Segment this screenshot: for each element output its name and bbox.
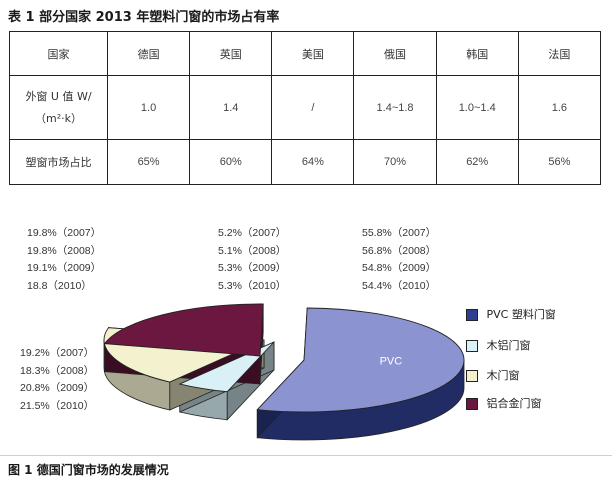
aluminum-stats: 19.2%（2007） 18.3%（2008） 20.8%（2009） 21.5… xyxy=(20,345,94,415)
u-value-cell: / xyxy=(271,75,355,140)
stat-line: 56.8%（2008） xyxy=(362,244,437,257)
stat-line: 19.8%（2008） xyxy=(27,244,102,257)
legend-item-aluminum: 铝合金门窗 xyxy=(466,397,542,411)
legend-swatch xyxy=(466,398,478,410)
pvc-stats: 55.8%（2007） 56.8%（2008） 54.8%（2009） 54.4… xyxy=(362,225,436,295)
u-value-cell: 1.0~1.4 xyxy=(435,75,519,140)
pie-slice-aluminum xyxy=(103,303,264,357)
u-value-row: 外窗 U 值 W/ （m²·k） 1.0 1.4 / 1.4~1.8 1.0~1… xyxy=(9,75,602,140)
u-value-cell: 1.6 xyxy=(517,75,602,140)
share-cell: 62% xyxy=(435,139,519,185)
u-value-label-line2: （m²·k） xyxy=(35,111,82,125)
stat-line: 5.1%（2008） xyxy=(218,244,287,257)
legend-item-wood-aluminum: 木铝门窗 xyxy=(466,339,531,353)
stat-line: 19.2%（2007） xyxy=(20,347,95,359)
u-value-cell: 1.4 xyxy=(189,75,273,140)
stat-line: 5.3%（2010） xyxy=(218,279,287,292)
legend-item-wood: 木门窗 xyxy=(466,369,520,383)
share-label: 塑窗市场占比 xyxy=(9,139,108,185)
legend-swatch xyxy=(466,309,478,321)
share-cell: 65% xyxy=(106,139,191,185)
wood-aluminum-stats: 5.2%（2007） 5.1%（2008） 5.3%（2009） 5.3%（20… xyxy=(218,225,286,295)
legend-swatch xyxy=(466,370,478,382)
pie-slice-pvc xyxy=(256,307,465,413)
share-cell: 56% xyxy=(517,139,602,185)
legend-label: 木铝门窗 xyxy=(486,339,531,352)
stat-line: 18.8（2010） xyxy=(27,279,92,292)
share-cell: 70% xyxy=(353,139,437,185)
figure-caption: 图 1 德国门窗市场的发展情况 xyxy=(8,463,169,477)
stat-line: 21.5%（2010） xyxy=(20,399,95,412)
header-cell: 韩国 xyxy=(435,31,519,76)
u-value-cell: 1.4~1.8 xyxy=(353,75,437,140)
stat-line: 20.8%（2009） xyxy=(20,382,95,394)
u-value-cell: 1.0 xyxy=(106,75,191,140)
header-cell: 美国 xyxy=(271,31,355,76)
u-value-label-line1: 外窗 U 值 W/ xyxy=(25,89,92,103)
stat-line: 54.4%（2010） xyxy=(362,279,437,292)
header-cell: 法国 xyxy=(517,31,602,76)
stat-line: 5.3%（2009） xyxy=(218,262,287,274)
stat-line: 18.3%（2008） xyxy=(20,364,95,377)
header-cell: 俄国 xyxy=(353,31,437,76)
market-share-table: 国家 德国 英国 美国 俄国 韩国 法国 外窗 U 值 W/ （m²·k） 1.… xyxy=(9,31,602,185)
wood-stats: 19.8%（2007） 19.8%（2008） 19.1%（2009） 18.8… xyxy=(27,225,101,295)
pie-label-pvc: PVC xyxy=(380,356,403,368)
header-cell: 国家 xyxy=(9,31,108,76)
header-cell: 英国 xyxy=(189,31,273,76)
stat-line: 54.8%（2009） xyxy=(362,262,437,274)
table-header-row: 国家 德国 英国 美国 俄国 韩国 法国 xyxy=(9,31,602,76)
share-cell: 60% xyxy=(189,139,273,185)
caption-divider xyxy=(0,455,612,456)
legend-item-pvc: PVC 塑料门窗 xyxy=(466,308,556,322)
header-cell: 德国 xyxy=(106,31,191,76)
share-cell: 64% xyxy=(271,139,355,185)
pie-chart: PVC xyxy=(103,303,465,441)
stat-line: 19.1%（2009） xyxy=(27,262,102,274)
u-value-label: 外窗 U 值 W/ （m²·k） xyxy=(9,75,108,140)
pie-chart-area: 19.8%（2007） 19.8%（2008） 19.1%（2009） 18.8… xyxy=(0,215,612,455)
legend-label: PVC 塑料门窗 xyxy=(486,308,556,321)
stat-line: 19.8%（2007） xyxy=(27,227,102,239)
legend-label: 铝合金门窗 xyxy=(486,397,542,410)
share-row: 塑窗市场占比 65% 60% 64% 70% 62% 56% xyxy=(9,139,602,185)
stat-line: 5.2%（2007） xyxy=(218,227,287,239)
legend-swatch xyxy=(466,340,478,352)
legend-label: 木门窗 xyxy=(486,369,520,382)
table-title: 表 1 部分国家 2013 年塑料门窗的市场占有率 xyxy=(8,10,280,25)
stat-line: 55.8%（2007） xyxy=(362,227,437,239)
